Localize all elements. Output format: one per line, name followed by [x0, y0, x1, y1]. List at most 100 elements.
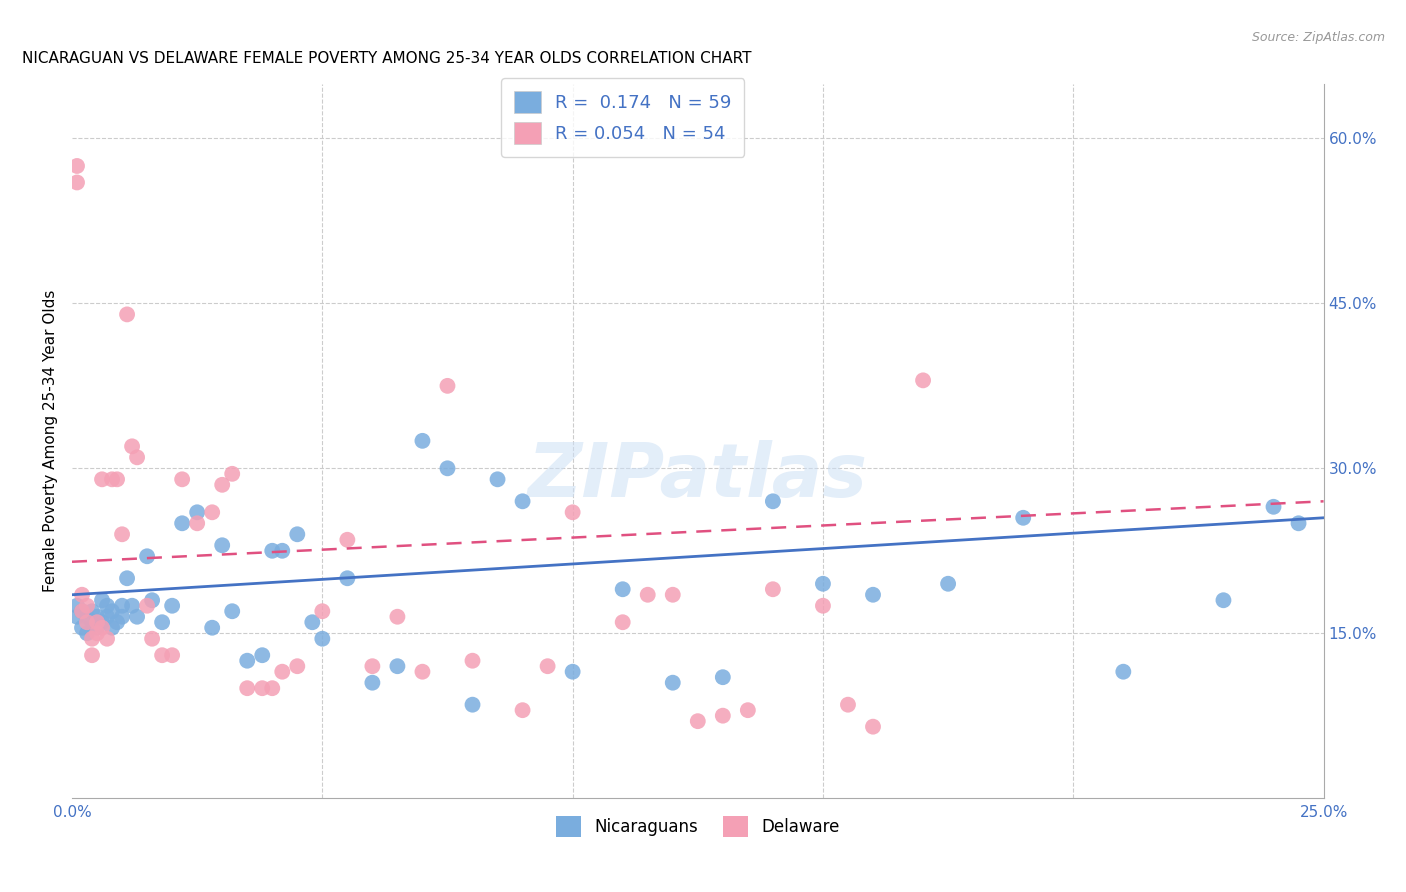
Point: [512, 494, 534, 508]
Point: [186, 516, 208, 531]
Point: [387, 659, 409, 673]
Point: [96, 609, 118, 624]
Point: [1263, 500, 1285, 514]
Point: [271, 665, 294, 679]
Point: [486, 472, 509, 486]
Point: [311, 632, 333, 646]
Point: [936, 576, 959, 591]
Point: [160, 648, 183, 663]
Point: [837, 698, 859, 712]
Point: [172, 472, 194, 486]
Point: [737, 703, 759, 717]
Point: [211, 538, 233, 552]
Point: [80, 615, 103, 630]
Point: [436, 461, 458, 475]
Point: [91, 472, 114, 486]
Point: [70, 621, 93, 635]
Point: [111, 599, 134, 613]
Point: [252, 648, 274, 663]
Point: [661, 588, 683, 602]
Point: [91, 593, 114, 607]
Point: [186, 505, 208, 519]
Point: [285, 527, 308, 541]
Point: [141, 593, 163, 607]
Point: [80, 632, 103, 646]
Point: [411, 434, 433, 448]
Point: [111, 527, 134, 541]
Point: [461, 698, 484, 712]
Point: [762, 494, 785, 508]
Point: [661, 675, 683, 690]
Point: [86, 615, 108, 630]
Point: [387, 609, 409, 624]
Point: [201, 505, 224, 519]
Point: [141, 632, 163, 646]
Point: [101, 621, 124, 635]
Point: [121, 439, 143, 453]
Point: [86, 621, 108, 635]
Point: [70, 604, 93, 618]
Point: [1212, 593, 1234, 607]
Y-axis label: Female Poverty Among 25-34 Year Olds: Female Poverty Among 25-34 Year Olds: [44, 290, 58, 592]
Point: [1288, 516, 1310, 531]
Point: [711, 708, 734, 723]
Text: Source: ZipAtlas.com: Source: ZipAtlas.com: [1251, 31, 1385, 45]
Point: [111, 609, 134, 624]
Point: [637, 588, 659, 602]
Point: [536, 659, 558, 673]
Point: [80, 648, 103, 663]
Point: [336, 571, 359, 585]
Legend: Nicaraguans, Delaware: Nicaraguans, Delaware: [550, 810, 846, 844]
Point: [115, 307, 138, 321]
Point: [70, 588, 93, 602]
Point: [76, 599, 98, 613]
Point: [105, 472, 128, 486]
Point: [436, 379, 458, 393]
Point: [512, 703, 534, 717]
Point: [115, 571, 138, 585]
Point: [96, 599, 118, 613]
Point: [66, 609, 89, 624]
Point: [361, 659, 384, 673]
Point: [127, 450, 149, 465]
Text: NICARAGUAN VS DELAWARE FEMALE POVERTY AMONG 25-34 YEAR OLDS CORRELATION CHART: NICARAGUAN VS DELAWARE FEMALE POVERTY AM…: [22, 51, 751, 66]
Point: [361, 675, 384, 690]
Point: [811, 599, 834, 613]
Point: [201, 621, 224, 635]
Point: [101, 604, 124, 618]
Point: [811, 576, 834, 591]
Point: [311, 604, 333, 618]
Point: [70, 604, 93, 618]
Point: [271, 543, 294, 558]
Point: [76, 626, 98, 640]
Point: [80, 604, 103, 618]
Point: [66, 159, 89, 173]
Point: [172, 516, 194, 531]
Point: [136, 599, 159, 613]
Point: [66, 599, 89, 613]
Point: [762, 582, 785, 597]
Point: [262, 681, 284, 696]
Point: [612, 615, 634, 630]
Point: [121, 599, 143, 613]
Point: [160, 599, 183, 613]
Point: [686, 714, 709, 728]
Point: [136, 549, 159, 564]
Point: [211, 478, 233, 492]
Point: [285, 659, 308, 673]
Point: [711, 670, 734, 684]
Point: [252, 681, 274, 696]
Point: [86, 609, 108, 624]
Point: [96, 632, 118, 646]
Point: [127, 609, 149, 624]
Point: [236, 681, 259, 696]
Point: [1112, 665, 1135, 679]
Point: [91, 615, 114, 630]
Point: [912, 373, 935, 387]
Point: [66, 176, 89, 190]
Point: [301, 615, 323, 630]
Point: [862, 720, 884, 734]
Point: [221, 467, 243, 481]
Point: [101, 472, 124, 486]
Point: [561, 665, 583, 679]
